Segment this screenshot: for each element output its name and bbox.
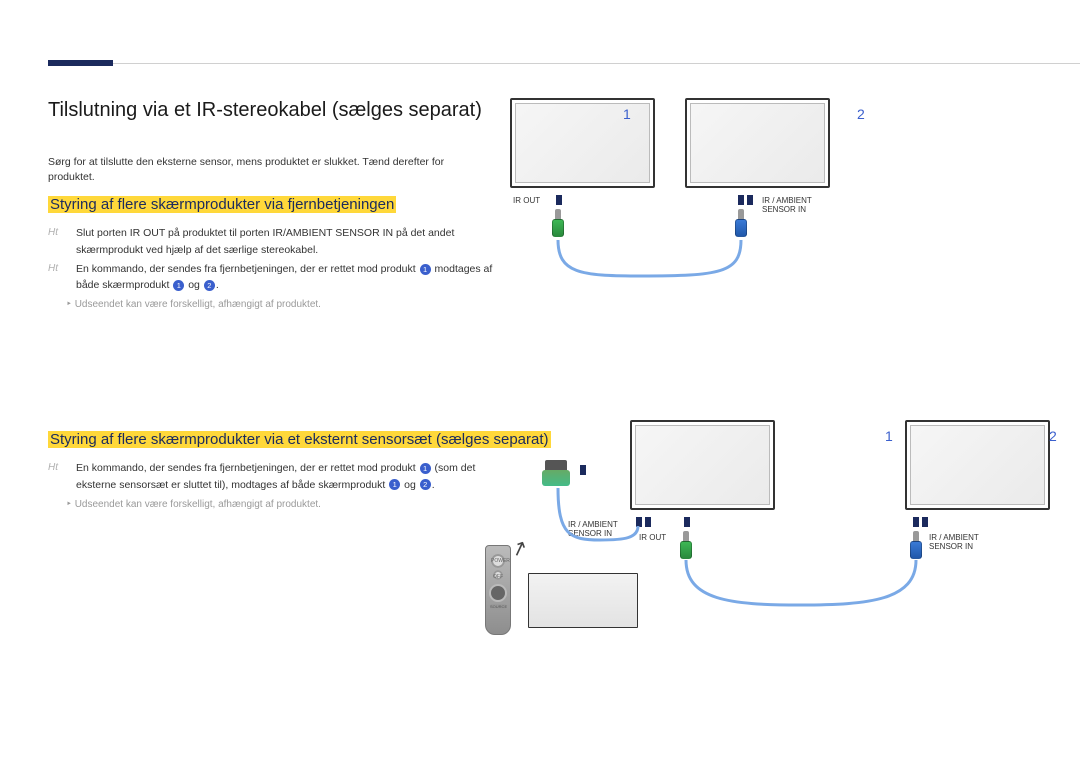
note-text: Udseendet kan være forskelligt, afhængig… <box>75 499 321 510</box>
step-label: Ht <box>48 460 76 476</box>
page-title: Tilslutning via et IR-stereokabel (sælge… <box>48 98 482 122</box>
number-badge-1: 1 <box>389 479 400 490</box>
remote-off-button: OFF <box>493 570 503 580</box>
step-text: En kommando, der sendes fra fjernbetjeni… <box>76 460 493 493</box>
section-1-body: Ht Slut porten IR OUT på produktet til p… <box>48 225 493 313</box>
section-1-step-1: Ht Slut porten IR OUT på produktet til p… <box>48 225 493 258</box>
number-badge-1: 1 <box>173 280 184 291</box>
step-text: Slut porten IR OUT på produktet til port… <box>76 225 493 258</box>
header-divider <box>48 63 1080 64</box>
number-badge-1: 1 <box>420 463 431 474</box>
step-label: Ht <box>48 225 76 241</box>
text-part: En kommando, der sendes fra fjernbetjeni… <box>76 263 419 275</box>
text-part: . <box>432 479 435 491</box>
section-2-note: ‣ Udseendet kan være forskelligt, afhæng… <box>66 497 493 513</box>
section-2-step-1: Ht En kommando, der sendes fra fjernbetj… <box>48 460 493 493</box>
remote-control: POWER OFF SOURCE <box>485 545 511 635</box>
cable-lines <box>470 420 1070 680</box>
note-bullet: ‣ <box>66 299 75 310</box>
section-1-heading-text: Styring af flere skærmprodukter via fjer… <box>48 196 396 213</box>
intro-paragraph: Sørg for at tilslutte den eksterne senso… <box>48 155 493 184</box>
text-part: . <box>216 279 219 291</box>
step-text: En kommando, der sendes fra fjernbetjeni… <box>76 261 493 294</box>
cable-line <box>510 98 1050 318</box>
number-badge-2: 2 <box>204 280 215 291</box>
header-accent <box>48 60 113 66</box>
remote-source-button: SOURCE <box>490 604 506 610</box>
sensor-box <box>528 573 638 628</box>
section-1-note: ‣ Udseendet kan være forskelligt, afhæng… <box>66 297 493 313</box>
number-badge-2: 2 <box>420 479 431 490</box>
text-part: En kommando, der sendes fra fjernbetjeni… <box>76 462 419 474</box>
diagram-1: 1 2 IR OUT IR / AMBIENT SENSOR IN <box>510 98 1050 318</box>
number-badge-1: 1 <box>420 264 431 275</box>
step-label: Ht <box>48 261 76 277</box>
section-1: Styring af flere skærmprodukter via fjer… <box>48 195 493 313</box>
remote-power-button: POWER <box>491 554 505 568</box>
section-1-heading: Styring af flere skærmprodukter via fjer… <box>48 195 493 215</box>
note-bullet: ‣ <box>66 499 75 510</box>
section-2-body: Ht En kommando, der sendes fra fjernbetj… <box>48 460 493 512</box>
diagram-2: 1 2 IR / AMBIENT SENSOR IN IR OUT IR / A… <box>470 420 1080 680</box>
remote-nav-ring <box>489 584 507 602</box>
text-part: og <box>401 479 419 491</box>
note-text: Udseendet kan være forskelligt, afhængig… <box>75 299 321 310</box>
text-part: og <box>185 279 203 291</box>
section-1-step-2: Ht En kommando, der sendes fra fjernbetj… <box>48 261 493 294</box>
